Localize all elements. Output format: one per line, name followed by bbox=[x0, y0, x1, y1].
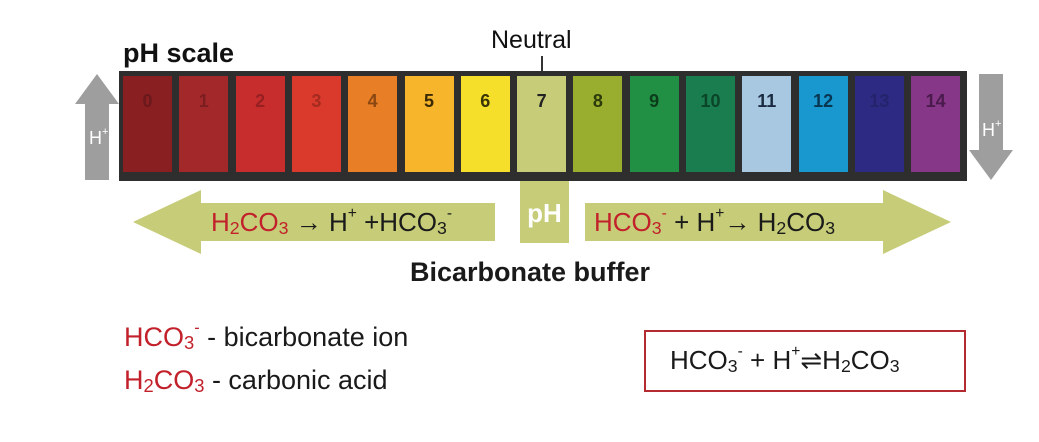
h-right-label: H bbox=[982, 120, 995, 140]
eq-product-h: H bbox=[822, 345, 841, 375]
right-arrow-shape bbox=[585, 190, 951, 254]
ph-cell-1: 1 bbox=[179, 76, 229, 172]
h-right-sup: + bbox=[995, 118, 1002, 130]
eq-arrow: ⇌ bbox=[800, 345, 823, 375]
left-reactant-co: CO bbox=[239, 207, 279, 237]
left-plus: + bbox=[364, 207, 380, 237]
left-reactant-sub2: 2 bbox=[229, 218, 240, 238]
legend-h: H bbox=[124, 365, 144, 395]
neutral-label: Neutral bbox=[491, 26, 572, 54]
left-arrow-equation: H2CO3 → H+ +HCO3- bbox=[211, 205, 453, 238]
ph-cell-13: 13 bbox=[854, 76, 904, 172]
eq-product-sub2: 2 bbox=[840, 356, 851, 376]
right-reactant-hco: HCO bbox=[594, 207, 652, 237]
legend-bicarbonate: HCO3- - bicarbonate ion bbox=[124, 319, 409, 353]
eq-product-co: CO bbox=[850, 345, 890, 375]
h-left-label: H bbox=[89, 128, 102, 148]
h-decrease-arrow-icon: H+ bbox=[969, 74, 1013, 180]
ph-cell-9: 9 bbox=[629, 76, 679, 172]
right-reactant-sub3: 3 bbox=[651, 218, 662, 238]
buffer-arrows-icon bbox=[133, 190, 951, 254]
right-plus: + bbox=[674, 207, 690, 237]
right-product-sub2: 2 bbox=[776, 218, 787, 238]
equilibrium-box: HCO3- + H+⇌H2CO3 bbox=[644, 330, 966, 392]
eq-hco-sub: 3 bbox=[727, 356, 738, 376]
ph-cell-6: 6 bbox=[460, 76, 510, 172]
left-reactant-h: H bbox=[211, 207, 230, 237]
ph-cell-4: 4 bbox=[348, 76, 398, 172]
legend-hco-sup: - bbox=[194, 319, 200, 337]
h-left-sup: + bbox=[102, 126, 109, 138]
right-product-co: CO bbox=[786, 207, 826, 237]
left-product-h-sup: + bbox=[347, 205, 357, 222]
right-arrow-symbol: → bbox=[724, 207, 751, 237]
right-product-sub3: 3 bbox=[825, 218, 836, 238]
left-product-hco: HCO bbox=[379, 207, 438, 237]
ph-cell-8: 8 bbox=[573, 76, 623, 172]
legend-hco-sub: 3 bbox=[184, 332, 195, 353]
left-product-h: H bbox=[328, 207, 348, 237]
buffer-title: Bicarbonate buffer bbox=[410, 257, 651, 287]
right-reactant-minus: - bbox=[661, 205, 667, 222]
legend-bicarbonate-desc: - bicarbonate ion bbox=[199, 322, 409, 352]
ph-cell-11: 11 bbox=[742, 76, 792, 172]
legend-h-sub2: 2 bbox=[143, 375, 154, 396]
left-product-sub3: 3 bbox=[437, 218, 447, 238]
legend-carbonic-acid: H2CO3 - carbonic acid bbox=[124, 365, 388, 396]
left-arrow-shape bbox=[133, 190, 495, 254]
ph-cell-14: 14 bbox=[911, 76, 961, 172]
ph-cell-7: 7 bbox=[517, 76, 567, 172]
h-increase-arrow-icon: H+ bbox=[75, 74, 119, 180]
left-product-minus: - bbox=[446, 205, 453, 222]
ph-scale-bar: 0 1 2 3 4 5 6 7 8 9 10 11 12 13 14 bbox=[119, 71, 967, 181]
left-arrow-symbol: → bbox=[295, 207, 322, 237]
right-arrow-equation: HCO3- + H+→ H2CO3 bbox=[594, 205, 836, 238]
eq-plus: + bbox=[742, 345, 773, 375]
legend-co-sub3: 3 bbox=[194, 375, 205, 396]
equilibrium-equation: HCO3- + H+⇌H2CO3 bbox=[670, 343, 900, 376]
eq-h-sup: + bbox=[791, 343, 801, 360]
ph-cell-2: 2 bbox=[235, 76, 285, 172]
right-reactant-h-sup: + bbox=[715, 205, 725, 222]
right-product-h: H bbox=[757, 207, 777, 237]
ph-center-stem bbox=[520, 181, 569, 243]
ph-scale-cells: 0 1 2 3 4 5 6 7 8 9 10 11 12 13 14 bbox=[123, 76, 967, 172]
ph-cell-0: 0 bbox=[123, 76, 172, 172]
neutral-tick bbox=[541, 56, 543, 72]
ph-cell-3: 3 bbox=[291, 76, 341, 172]
legend-carbonic-desc: - carbonic acid bbox=[204, 365, 388, 395]
ph-cell-10: 10 bbox=[686, 76, 735, 172]
left-reactant-sub3: 3 bbox=[278, 218, 289, 238]
legend-hco: HCO bbox=[124, 322, 184, 352]
ph-center-label: pH bbox=[527, 198, 562, 228]
ph-cell-12: 12 bbox=[798, 76, 848, 172]
scale-title: pH scale bbox=[123, 38, 235, 68]
ph-cell-5: 5 bbox=[404, 76, 454, 172]
eq-hco-sup: - bbox=[737, 343, 743, 360]
right-reactant-h: H bbox=[696, 207, 716, 237]
eq-hco: HCO bbox=[670, 345, 728, 375]
eq-h: H bbox=[772, 345, 792, 375]
eq-product-sub3: 3 bbox=[889, 356, 900, 376]
legend-co: CO bbox=[153, 365, 195, 395]
